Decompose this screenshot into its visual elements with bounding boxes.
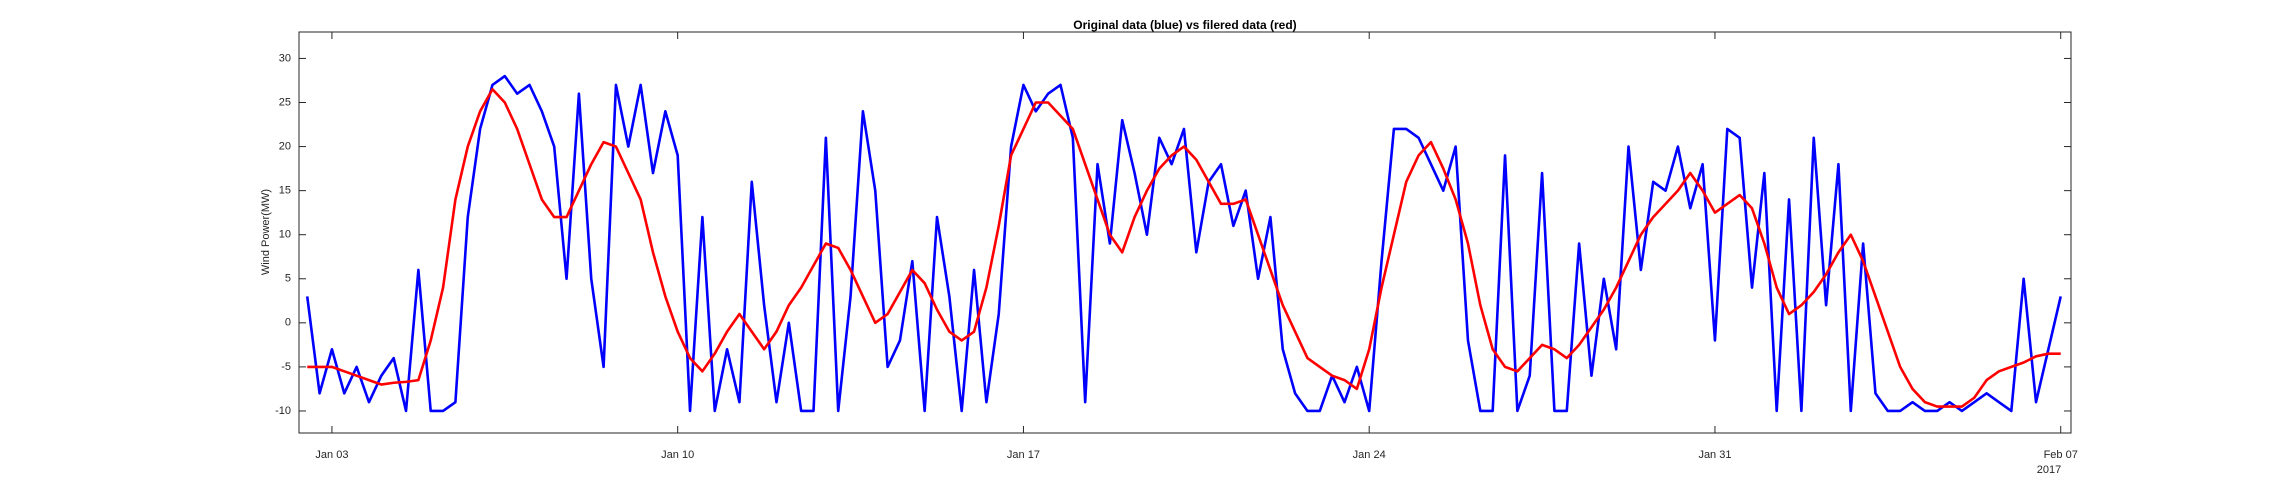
- x-tick-label: Jan 31: [1698, 449, 1731, 461]
- x-tick-label: Jan 24: [1353, 449, 1386, 461]
- x-tick-label: Jan 03: [315, 449, 348, 461]
- y-tick-label: 25: [279, 96, 291, 108]
- series-line: [307, 87, 2061, 408]
- y-tick-label: 10: [279, 229, 291, 241]
- x-tick-label: Jan 17: [1007, 449, 1040, 461]
- x-tick-label: Jan 10: [661, 449, 694, 461]
- y-axis-label: Wind Power(MW): [260, 189, 272, 275]
- series-line: [305, 74, 2062, 413]
- y-tick-label: 0: [285, 317, 291, 329]
- x-tick-label: Feb 07: [2044, 449, 2078, 461]
- y-tick-label: -10: [275, 405, 291, 417]
- y-tick-label: 30: [279, 52, 291, 64]
- y-tick-label: 15: [279, 185, 291, 197]
- plot-frame: [298, 31, 2072, 434]
- x-secondary-label: 2017: [2037, 464, 2061, 476]
- chart-title: Original data (blue) vs filered data (re…: [1073, 18, 1296, 32]
- y-tick-label: -5: [281, 361, 291, 373]
- y-tick-label: 20: [279, 140, 291, 152]
- y-tick-label: 5: [285, 273, 291, 285]
